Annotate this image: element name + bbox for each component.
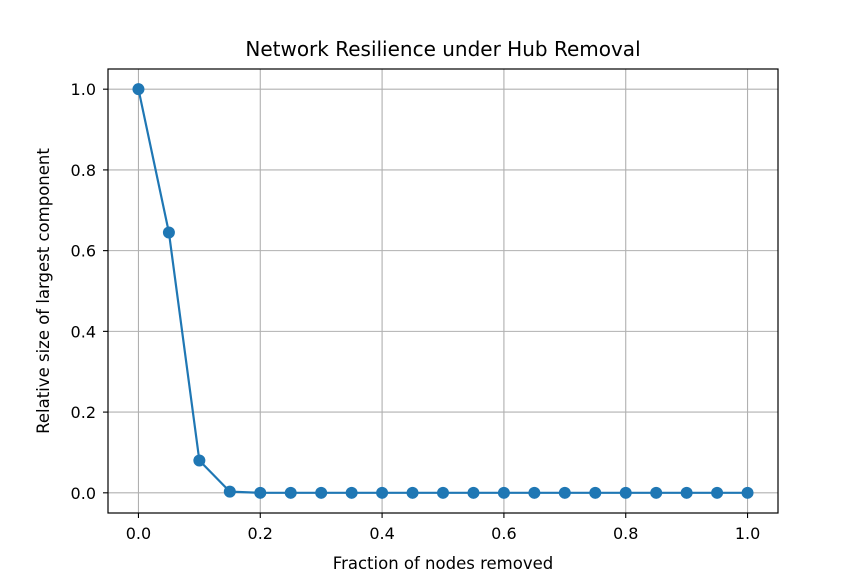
x-tick-label: 0.0 xyxy=(126,524,151,543)
data-point xyxy=(284,486,297,499)
x-tick-label: 0.4 xyxy=(369,524,394,543)
data-point xyxy=(711,486,724,499)
data-point xyxy=(376,486,389,499)
data-point xyxy=(467,486,480,499)
y-tick-label: 0.8 xyxy=(71,161,96,180)
y-tick-label: 0.6 xyxy=(71,242,96,261)
axis-ticks: 0.0 0.2 0.4 0.6 0.8 1.0 0.0 0.2 0.4 0.6 0.8 1.0 xyxy=(71,80,761,543)
x-axis-label: Fraction of nodes removed xyxy=(333,554,553,573)
data-point xyxy=(619,486,632,499)
data-point xyxy=(315,486,328,499)
data-point xyxy=(497,486,510,499)
x-tick-label: 1.0 xyxy=(735,524,760,543)
y-tick-label: 1.0 xyxy=(71,80,96,99)
data-point xyxy=(193,454,206,467)
data-point xyxy=(254,486,267,499)
data-point xyxy=(406,486,419,499)
y-axis-label: Relative size of largest component xyxy=(34,148,53,434)
grid-lines xyxy=(108,69,778,513)
data-point xyxy=(528,486,541,499)
data-point xyxy=(650,486,663,499)
series-line xyxy=(137,88,748,494)
y-tick-label: 0.2 xyxy=(71,403,96,422)
series-markers xyxy=(132,83,754,499)
plot-frame xyxy=(107,68,779,514)
x-tick-label: 0.2 xyxy=(248,524,273,543)
data-point xyxy=(558,486,571,499)
data-point xyxy=(589,486,602,499)
data-point xyxy=(132,83,145,96)
data-point xyxy=(345,486,358,499)
x-tick-label: 0.8 xyxy=(613,524,638,543)
y-tick-label: 0.0 xyxy=(71,484,96,503)
data-point xyxy=(680,486,693,499)
chart-title: Network Resilience under Hub Removal xyxy=(245,37,640,61)
data-point xyxy=(162,226,175,239)
data-point xyxy=(741,486,754,499)
data-point xyxy=(223,485,236,498)
y-tick-label: 0.4 xyxy=(71,322,96,341)
data-point xyxy=(437,486,449,499)
x-tick-label: 0.6 xyxy=(491,524,516,543)
